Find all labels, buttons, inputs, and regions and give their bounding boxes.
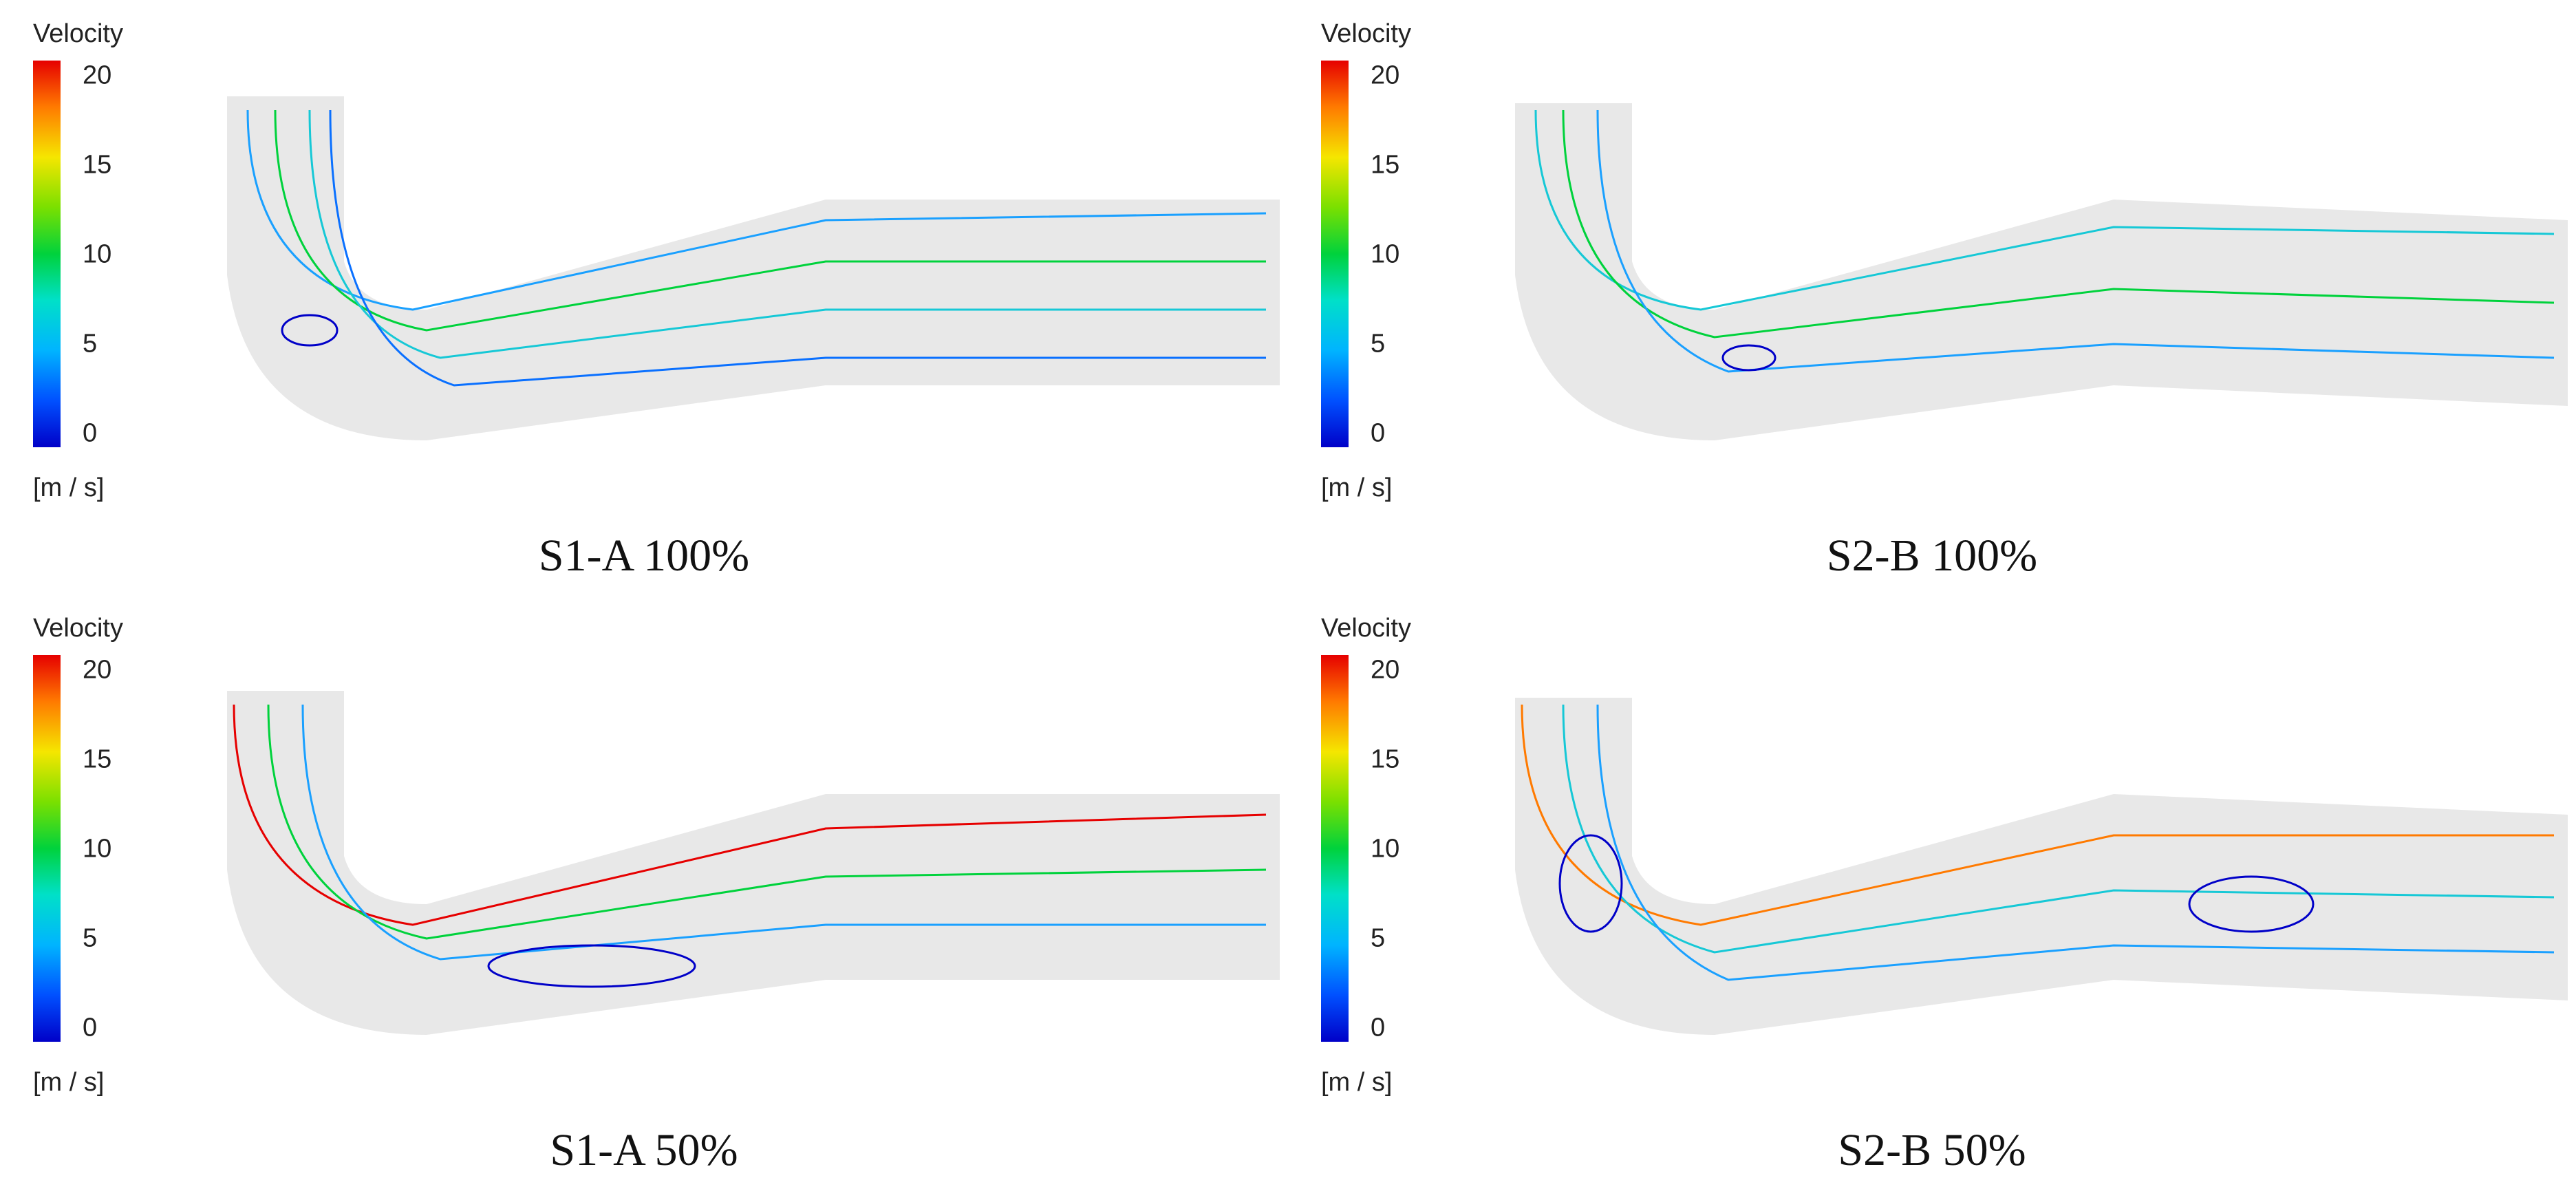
legend-title: Velocity bbox=[33, 614, 123, 643]
colorbar bbox=[1321, 61, 1349, 447]
panel-s2b-100: Velocity 20 15 10 5 0 [m / s] S2-B 100% bbox=[1288, 0, 2576, 594]
tick-0: 0 bbox=[1371, 1013, 1386, 1042]
tick-10: 10 bbox=[1371, 239, 1400, 269]
streamline bbox=[274, 109, 1266, 332]
streamline bbox=[267, 704, 1267, 940]
tick-0: 0 bbox=[83, 1013, 98, 1042]
streamline bbox=[1596, 109, 2555, 373]
streamline bbox=[301, 704, 1266, 961]
unit-label: [m / s] bbox=[33, 1068, 105, 1097]
tick-5: 5 bbox=[1371, 329, 1386, 358]
casing-shape bbox=[227, 96, 1280, 440]
panel-s2b-50: Velocity 20 15 10 5 0 [m / s] S2-B 50% bbox=[1288, 594, 2576, 1189]
panel-s1a-50: Velocity 20 15 10 5 0 [m / s] S1-A 50% bbox=[0, 594, 1288, 1189]
streamline bbox=[1596, 704, 2555, 981]
unit-label: [m / s] bbox=[1321, 473, 1393, 502]
caption: S1-A 50% bbox=[550, 1125, 738, 1175]
tick-20: 20 bbox=[1371, 655, 1400, 685]
tick-5: 5 bbox=[83, 923, 98, 953]
streamline bbox=[1562, 109, 2555, 339]
vortex bbox=[1721, 344, 1777, 372]
tick-20: 20 bbox=[83, 655, 112, 685]
tick-0: 0 bbox=[83, 418, 98, 448]
tick-15: 15 bbox=[1371, 745, 1400, 774]
streamline bbox=[1521, 704, 2554, 926]
tick-10: 10 bbox=[1371, 834, 1400, 864]
streamline bbox=[233, 704, 1267, 926]
colorbar bbox=[33, 655, 61, 1042]
legend-title: Velocity bbox=[33, 19, 123, 48]
legend-title: Velocity bbox=[1321, 614, 1411, 643]
streamline bbox=[1562, 704, 2555, 954]
casing-shape bbox=[227, 691, 1280, 1035]
streamline bbox=[308, 109, 1266, 359]
streamline-plot bbox=[227, 96, 1280, 440]
tick-15: 15 bbox=[83, 150, 112, 180]
vortex bbox=[1558, 834, 1623, 933]
casing-shape bbox=[1515, 103, 2568, 440]
unit-label: [m / s] bbox=[1321, 1068, 1393, 1097]
tick-15: 15 bbox=[1371, 150, 1400, 180]
vortex bbox=[281, 314, 339, 347]
legend-title: Velocity bbox=[1321, 19, 1411, 48]
tick-20: 20 bbox=[83, 61, 112, 90]
tick-5: 5 bbox=[83, 329, 98, 358]
streamline-plot bbox=[1515, 698, 2568, 1035]
tick-10: 10 bbox=[83, 834, 112, 864]
tick-10: 10 bbox=[83, 239, 112, 269]
caption: S1-A 100% bbox=[538, 531, 750, 581]
streamline-plot bbox=[1515, 103, 2568, 440]
colorbar bbox=[33, 61, 61, 447]
panel-s1a-100: Velocity 20 15 10 5 0 [m / s] S1-A 100% bbox=[0, 0, 1288, 594]
streamline bbox=[246, 109, 1267, 311]
unit-label: [m / s] bbox=[33, 473, 105, 502]
tick-5: 5 bbox=[1371, 923, 1386, 953]
caption: S2-B 50% bbox=[1838, 1125, 2026, 1175]
tick-15: 15 bbox=[83, 745, 112, 774]
streamline-plot bbox=[227, 691, 1280, 1035]
casing-shape bbox=[1515, 698, 2568, 1035]
streamline bbox=[1534, 109, 2555, 311]
caption: S2-B 100% bbox=[1826, 531, 2038, 581]
vortex bbox=[487, 944, 696, 988]
colorbar bbox=[1321, 655, 1349, 1042]
streamline bbox=[329, 109, 1266, 387]
vortex bbox=[2188, 875, 2315, 933]
tick-0: 0 bbox=[1371, 418, 1386, 448]
tick-20: 20 bbox=[1371, 61, 1400, 90]
